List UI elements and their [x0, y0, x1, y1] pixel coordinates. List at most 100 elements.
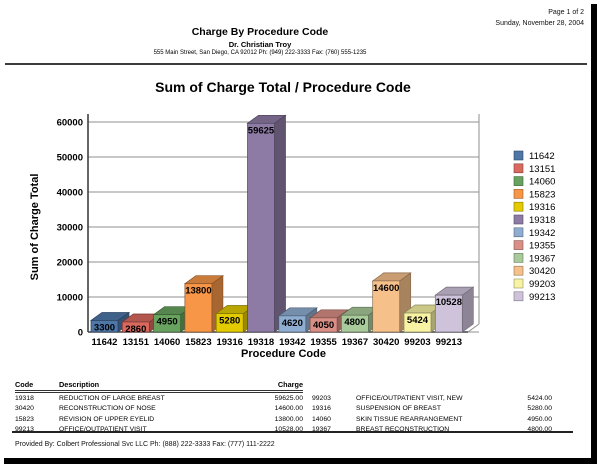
- page-info: Page 1 of 2 Sunday, November 28, 2004: [495, 7, 584, 29]
- page-number: Page 1 of 2: [548, 9, 584, 16]
- legend-label-19342: 19342: [529, 228, 555, 239]
- legend-label-99203: 99203: [529, 279, 555, 290]
- x-axis-title: Procedure Code: [241, 348, 326, 360]
- report-title: Charge By Procedure Code: [191, 26, 329, 38]
- bar-value-label: 4050: [313, 320, 334, 331]
- bar-value-label: 10528: [436, 297, 462, 308]
- legend-label-15823: 15823: [529, 189, 555, 200]
- bar-19318: [247, 122, 275, 333]
- bar-value-label: 5280: [219, 316, 240, 327]
- provided-by-footer: Provided By: Colbert Professional Svc LL…: [15, 441, 275, 448]
- doctor-name: Dr. Christian Troy: [228, 40, 292, 49]
- bar-11642: [90, 320, 119, 333]
- legend-label-13151: 13151: [529, 164, 555, 175]
- x-tick-label: 15823: [185, 337, 211, 348]
- x-tick-label: 19342: [279, 337, 305, 348]
- x-tick-label: 30420: [373, 337, 399, 348]
- bar-value-label: 2860: [125, 324, 146, 335]
- legend-swatch-19316: [513, 201, 524, 212]
- legend-swatch-19342: [513, 227, 524, 238]
- legend-label-14060: 14060: [529, 177, 555, 188]
- legend-swatch-99203: [513, 278, 524, 289]
- report-header: Charge By Procedure Code Dr. Christian T…: [0, 26, 520, 56]
- legend-label-99213: 99213: [529, 292, 555, 303]
- bar-side-19318: [274, 114, 286, 333]
- legend-label-30420: 30420: [529, 266, 555, 277]
- bar-value-label: 14600: [373, 283, 399, 294]
- bar-value-label: 4800: [344, 317, 365, 328]
- x-tick-label: 19367: [342, 337, 368, 348]
- table-row: 14060 SKIN TISSUE REARRANGEMENT 4950.00: [312, 415, 552, 423]
- legend-label-19367: 19367: [529, 253, 555, 264]
- summary-table-right: 99203 OFFICE/OUTPATIENT VISIT, NEW 5424.00…: [312, 379, 552, 436]
- table-bottom-divider: [12, 431, 573, 433]
- chart-title: Sum of Charge Total / Procedure Code: [155, 79, 411, 95]
- legend-swatch-13151: [513, 163, 524, 174]
- bar-value-label: 5424: [407, 315, 429, 326]
- legend-swatch-19318: [513, 214, 524, 225]
- table-row: 30420 RECONSTRUCTION OF NOSE 14600.00: [15, 405, 303, 413]
- x-tick-label: 99213: [436, 337, 462, 348]
- x-tick-label: 13151: [123, 337, 150, 348]
- plot-floor-edge: [467, 323, 480, 333]
- table-row: 19367 BREAST RECONSTRUCTION 4800.00: [312, 426, 552, 434]
- table-row: 99213 OFFICE/OUTPATIENT VISIT 10528.00: [15, 426, 303, 434]
- col-description: Description: [59, 380, 100, 389]
- col-charge: Charge: [277, 380, 303, 389]
- bar-13151: [121, 321, 150, 333]
- legend-label-19318: 19318: [529, 215, 555, 226]
- legend-label-19355: 19355: [529, 241, 555, 252]
- y-tick-label: 50000: [57, 153, 83, 164]
- table-row: 19318 REDUCTION OF LARGE BREAST 59625.00: [15, 395, 303, 402]
- table-row: 19316 SUSPENSION OF BREAST 5280.00: [312, 405, 552, 413]
- x-tick-label: 19316: [216, 337, 242, 348]
- y-tick-label: 20000: [57, 258, 83, 269]
- legend-swatch-11642: [513, 150, 524, 161]
- x-tick-label: 19318: [248, 337, 274, 348]
- bar-value-label: 59625: [248, 125, 275, 136]
- bar-value-label: 4620: [282, 318, 303, 329]
- bar-19316: [215, 313, 244, 333]
- y-axis-title: Sum of Charge Total: [29, 174, 41, 281]
- bar-99203: [403, 312, 432, 333]
- legend-swatch-14060: [513, 176, 524, 186]
- col-code: Code: [15, 380, 34, 389]
- charge-bar-chart: Sum of Charge Total / Procedure Code Sum …: [29, 79, 555, 360]
- y-tick-label: 40000: [57, 188, 83, 199]
- page-shadow-right: [591, 4, 597, 463]
- legend-swatch-30420: [513, 265, 524, 276]
- bar-15823: [184, 283, 213, 333]
- x-tick-label: 19355: [310, 337, 337, 348]
- bar-value-label: 13800: [185, 286, 211, 297]
- summary-table-header: Code Description Charge: [15, 379, 303, 393]
- bar-99213: [434, 294, 463, 333]
- legend-swatch-99213: [513, 291, 524, 302]
- bar-value-label: 4950: [157, 317, 178, 328]
- legend-swatch-15823: [513, 189, 524, 199]
- y-tick-label: 60000: [57, 118, 83, 129]
- report-date: Sunday, November 28, 2004: [495, 20, 584, 28]
- summary-table-left: Code Description Charge 19318 REDUCTION O…: [15, 379, 303, 436]
- table-row: 99203 OFFICE/OUTPATIENT VISIT, NEW 5424.00: [312, 395, 552, 402]
- legend-swatch-19367: [513, 253, 524, 263]
- bar-30420: [372, 280, 401, 333]
- bar-19342: [278, 315, 307, 333]
- bar-value-label: 3300: [94, 322, 115, 333]
- y-tick-label: 0: [78, 328, 83, 339]
- legend-swatch-19355: [513, 240, 524, 250]
- bar-19355: [309, 317, 338, 333]
- x-tick-label: 14060: [154, 337, 180, 348]
- legend-label-11642: 11642: [529, 151, 555, 162]
- page-shadow-bottom: [4, 458, 597, 464]
- y-tick-label: 10000: [57, 293, 83, 304]
- x-tick-label: 11642: [92, 337, 118, 348]
- header-divider: [5, 63, 587, 65]
- legend-label-19316: 19316: [529, 202, 555, 213]
- bar-14060: [153, 314, 181, 333]
- x-tick-label: 99203: [404, 337, 430, 348]
- practice-address: 555 Main Street, San Diego, CA 92012 Ph:…: [153, 50, 367, 56]
- table-row: 15823 REVISION OF UPPER EYELID 13800.00: [15, 415, 303, 423]
- y-tick-label: 30000: [57, 223, 83, 234]
- bar-19367: [341, 314, 369, 333]
